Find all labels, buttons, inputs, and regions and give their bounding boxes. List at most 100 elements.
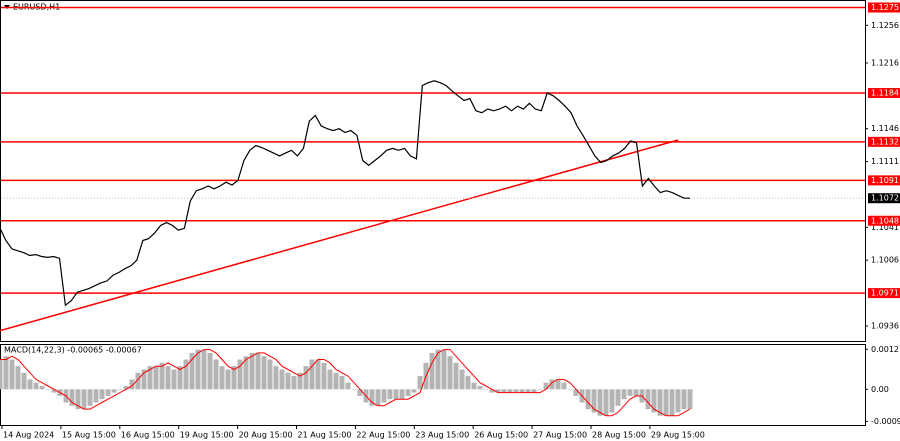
level-label: 1.1184 — [871, 89, 899, 98]
level-label-box — [868, 175, 900, 186]
macd-bar — [39, 385, 45, 390]
macd-bar — [0, 359, 3, 390]
macd-bar — [243, 356, 249, 390]
macd-bar — [27, 379, 33, 390]
y-tick-label: 1.1146 — [871, 124, 899, 133]
x-tick-label: 15 Aug 15:00 — [62, 431, 116, 440]
macd-bar — [81, 389, 87, 410]
macd-bar — [309, 359, 315, 390]
macd-bar — [429, 352, 435, 390]
x-tick-label: 16 Aug 15:00 — [121, 431, 175, 440]
macd-bar — [381, 389, 387, 403]
y-tick-label: 1.1111 — [871, 157, 899, 166]
macd-bar — [225, 369, 231, 390]
macd-bar — [465, 376, 471, 390]
macd-bar — [33, 382, 39, 390]
macd-bar — [543, 382, 549, 390]
macd-bar — [627, 389, 633, 396]
macd-bar — [435, 349, 441, 390]
macd-bar — [327, 369, 333, 390]
macd-bar — [615, 389, 621, 406]
level-label: 1.1275 — [871, 3, 899, 12]
level-label: 1.0971 — [871, 289, 899, 298]
macd-bar — [375, 389, 381, 406]
macd-bar — [399, 389, 405, 400]
macd-bar — [555, 379, 561, 390]
macd-bar — [51, 389, 57, 393]
macd-bar — [459, 369, 465, 390]
macd-bar — [279, 369, 285, 390]
y-tick-label: 0.00 — [871, 385, 889, 394]
macd-bar — [45, 389, 51, 390]
macd-bar — [189, 352, 195, 390]
current-price-box — [868, 193, 900, 204]
macd-bar — [147, 366, 153, 390]
macd-bar — [501, 389, 507, 393]
macd-bar — [369, 389, 375, 406]
macd-bar — [585, 389, 591, 410]
macd-bar — [171, 369, 177, 390]
macd-bar — [657, 389, 663, 416]
macd-bar — [633, 389, 639, 396]
macd-bar — [573, 389, 579, 396]
macd-bar — [453, 362, 459, 390]
macd-bar — [345, 382, 351, 390]
macd-bar — [255, 352, 261, 390]
x-tick-label: 22 Aug 15:00 — [356, 431, 410, 440]
macd-bar — [687, 389, 693, 410]
macd-bar — [321, 362, 327, 390]
y-tick-label: 1.1216 — [871, 58, 899, 67]
level-label-box — [868, 2, 900, 13]
macd-bar — [117, 389, 123, 390]
macd-bar — [519, 389, 525, 393]
macd-bar — [681, 389, 687, 410]
macd-bar — [285, 372, 291, 390]
macd-bar — [75, 389, 81, 410]
y-tick-label: 1.1006 — [871, 256, 899, 265]
macd-bar — [87, 389, 93, 406]
macd-bar — [591, 389, 597, 413]
macd-bar — [537, 389, 543, 390]
macd-bar — [267, 359, 273, 390]
macd-bar — [357, 389, 363, 396]
macd-bar — [105, 389, 111, 396]
macd-bar — [549, 379, 555, 390]
macd-bar — [471, 382, 477, 390]
macd-bar — [567, 389, 573, 390]
macd-bar — [525, 389, 531, 393]
macd-bar — [669, 389, 675, 416]
level-label: 1.1132 — [871, 137, 899, 146]
macd-bar — [201, 349, 207, 390]
macd-bar — [213, 359, 219, 390]
macd-bar — [651, 389, 657, 413]
macd-bar — [303, 366, 309, 390]
y-tick-label: 1.0936 — [871, 321, 899, 330]
level-label-box — [868, 288, 900, 299]
macd-bar — [69, 389, 75, 406]
macd-bar — [153, 366, 159, 390]
macd-bar — [339, 376, 345, 390]
macd-bar — [219, 366, 225, 390]
macd-bar — [15, 366, 21, 390]
macd-bar — [609, 389, 615, 413]
macd-bar — [291, 376, 297, 390]
macd-bar — [405, 389, 411, 396]
current-price-label: 1.1072 — [871, 194, 899, 203]
y-tick-label: 0.00121 — [871, 345, 900, 354]
x-tick-label: 29 Aug 15:00 — [651, 431, 705, 440]
macd-bar — [231, 366, 237, 390]
macd-bar — [183, 359, 189, 390]
macd-bar — [417, 376, 423, 390]
macd-bar — [561, 382, 567, 390]
macd-bar — [129, 379, 135, 390]
x-tick-label: 20 Aug 15:00 — [239, 431, 293, 440]
level-label: 1.1048 — [871, 216, 899, 225]
macd-bar — [387, 389, 393, 400]
macd-bar — [249, 352, 255, 390]
macd-bar — [603, 389, 609, 416]
x-tick-label: 19 Aug 15:00 — [180, 431, 234, 440]
macd-bar — [489, 389, 495, 393]
macd-bar — [411, 389, 417, 393]
macd-bar — [135, 372, 141, 390]
